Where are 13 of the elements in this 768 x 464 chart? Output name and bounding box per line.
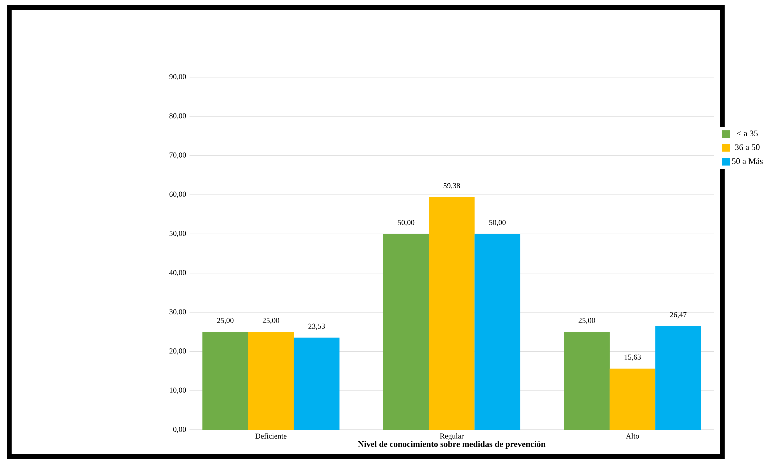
bar <box>610 368 656 430</box>
bar <box>383 234 430 430</box>
bar <box>202 332 248 430</box>
bar <box>248 332 294 430</box>
bar <box>474 234 521 430</box>
legend-label: < a 35 <box>737 130 758 136</box>
bar <box>429 197 475 430</box>
legend-label: 36 a 50 <box>735 144 760 150</box>
bar <box>294 338 340 430</box>
bar <box>656 326 702 430</box>
legend-label: 50 a Más <box>732 158 763 164</box>
x-axis-title: Nivel de conocimiento sobre medidas de prevención <box>358 441 546 449</box>
bar <box>564 332 610 430</box>
